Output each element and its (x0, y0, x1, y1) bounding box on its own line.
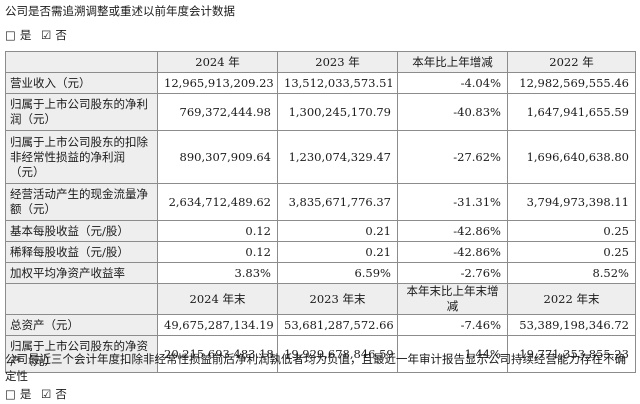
table-cell: 3,835,671,776.37 (277, 183, 398, 221)
table-subheader-row: 2024 年末 2023 年末 本年末比上年末增减 2022 年末 (5, 283, 636, 315)
option-yes-label: 是 (19, 28, 32, 42)
checkbox-checked-icon: ☑ (41, 387, 52, 401)
table-row: 总资产（元） 49,675,287,134.19 53,681,287,572.… (5, 314, 636, 336)
row-label: 加权平均净资产收益率 (5, 262, 158, 284)
table-row: 稀释每股收益（元/股） 0.12 0.21 -42.86% 0.25 (5, 241, 636, 263)
table-cell: 0.12 (157, 241, 278, 263)
table-cell: 12,982,569,555.46 (507, 72, 636, 94)
going-concern-options: □ 是 ☑ 否 (5, 386, 73, 402)
header-cell: 2024 年 (157, 51, 278, 73)
table-cell: 49,675,287,134.19 (157, 314, 278, 336)
going-concern-note: 公司最近三个会计年度扣除非经常性损益前后净利润孰低者均为负值，且最近一年审计报告… (5, 352, 626, 383)
table-cell: -2.76% (397, 262, 508, 284)
row-label: 基本每股收益（元/股） (5, 220, 158, 242)
table-cell: 19,771,353,855.23 (507, 335, 636, 373)
row-label: 归属于上市公司股东的净利润（元） (5, 93, 158, 131)
table-cell: 3.83% (157, 262, 278, 284)
table-cell: -40.83% (397, 93, 508, 131)
table-cell: 1.44% (397, 335, 508, 373)
checkbox-unchecked-icon: □ (5, 28, 16, 42)
table-cell: 0.21 (277, 241, 398, 263)
header-cell: 本年比上年增减 (397, 51, 508, 73)
row-label: 营业收入（元） (5, 72, 158, 94)
option-yes[interactable]: □ 是 (5, 27, 31, 43)
table-cell: -42.86% (397, 241, 508, 263)
table-cell: 1,696,640,638.80 (507, 130, 636, 184)
table-cell: -31.31% (397, 183, 508, 221)
header-cell (5, 283, 158, 315)
table-cell: 13,512,033,573.51 (277, 72, 398, 94)
table-cell: 53,389,198,346.72 (507, 314, 636, 336)
table-cell: 0.25 (507, 241, 636, 263)
table-cell: 2,634,712,489.62 (157, 183, 278, 221)
option-no[interactable]: ☑ 否 (41, 386, 67, 402)
table-row: 经营活动产生的现金流量净额（元） 2,634,712,489.62 3,835,… (5, 183, 636, 221)
row-label: 归属于上市公司股东的扣除非经常性损益的净利润（元） (5, 130, 158, 184)
table-cell: 0.21 (277, 220, 398, 242)
table-cell: 769,372,444.98 (157, 93, 278, 131)
table-cell: -42.86% (397, 220, 508, 242)
row-label: 经营活动产生的现金流量净额（元） (5, 183, 158, 221)
row-label: 稀释每股收益（元/股） (5, 241, 158, 263)
header-cell: 2023 年 (277, 51, 398, 73)
table-cell: 890,307,909.64 (157, 130, 278, 184)
table-row: 归属于上市公司股东的净资产（元） 20,215,693,483.18 19,92… (5, 335, 636, 373)
header-cell: 2022 年 (507, 51, 636, 73)
table-cell: 1,300,245,170.79 (277, 93, 398, 131)
option-yes[interactable]: □ 是 (5, 386, 31, 402)
table-cell: 53,681,287,572.66 (277, 314, 398, 336)
table-cell: -27.62% (397, 130, 508, 184)
option-no-label: 否 (55, 387, 67, 401)
table-cell: -4.04% (397, 72, 508, 94)
table-cell: -7.46% (397, 314, 508, 336)
table-cell: 1,230,074,329.47 (277, 130, 398, 184)
table-cell: 1,647,941,655.59 (507, 93, 636, 131)
table-cell: 0.12 (157, 220, 278, 242)
option-no[interactable]: ☑ 否 (41, 27, 67, 43)
table-cell: 6.59% (277, 262, 398, 284)
table-cell: 3,794,973,398.11 (507, 183, 636, 221)
row-label: 归属于上市公司股东的净资产（元） (5, 335, 158, 373)
option-no-label: 否 (55, 28, 67, 42)
table-row: 基本每股收益（元/股） 0.12 0.21 -42.86% 0.25 (5, 220, 636, 242)
table-row: 归属于上市公司股东的扣除非经常性损益的净利润（元） 890,307,909.64… (5, 130, 636, 184)
table-cell: 19,929,678,846.59 (277, 335, 398, 373)
table-cell: 8.52% (507, 262, 636, 284)
row-label: 总资产（元） (5, 314, 158, 336)
header-cell: 2023 年末 (277, 283, 398, 315)
checkbox-checked-icon: ☑ (41, 28, 52, 42)
table-cell: 0.25 (507, 220, 636, 242)
table-row: 归属于上市公司股东的净利润（元） 769,372,444.98 1,300,24… (5, 93, 636, 131)
header-cell (5, 51, 158, 73)
option-yes-label: 是 (19, 387, 32, 401)
restatement-question: 公司是否需追溯调整或重述以前年度会计数据 (5, 4, 235, 18)
restatement-options: □ 是 ☑ 否 (5, 27, 73, 43)
table-cell: 12,965,913,209.23 (157, 72, 278, 94)
header-cell: 2022 年末 (507, 283, 636, 315)
table-row: 营业收入（元） 12,965,913,209.23 13,512,033,573… (5, 72, 636, 94)
header-cell: 2024 年末 (157, 283, 278, 315)
header-cell: 本年末比上年末增减 (397, 283, 508, 315)
table-row: 加权平均净资产收益率 3.83% 6.59% -2.76% 8.52% (5, 262, 636, 284)
financial-data-table: 2024 年 2023 年 本年比上年增减 2022 年 营业收入（元） 12,… (5, 51, 636, 373)
table-header-row: 2024 年 2023 年 本年比上年增减 2022 年 (5, 51, 636, 73)
checkbox-unchecked-icon: □ (5, 387, 16, 401)
